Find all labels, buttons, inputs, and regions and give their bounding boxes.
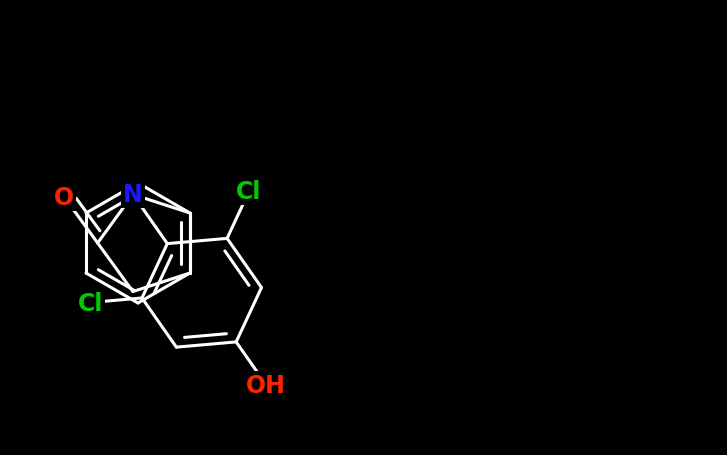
Text: O: O xyxy=(54,186,74,209)
Text: OH: OH xyxy=(246,373,286,397)
Text: Cl: Cl xyxy=(236,180,262,204)
Text: N: N xyxy=(123,183,142,207)
Text: Cl: Cl xyxy=(78,291,103,315)
